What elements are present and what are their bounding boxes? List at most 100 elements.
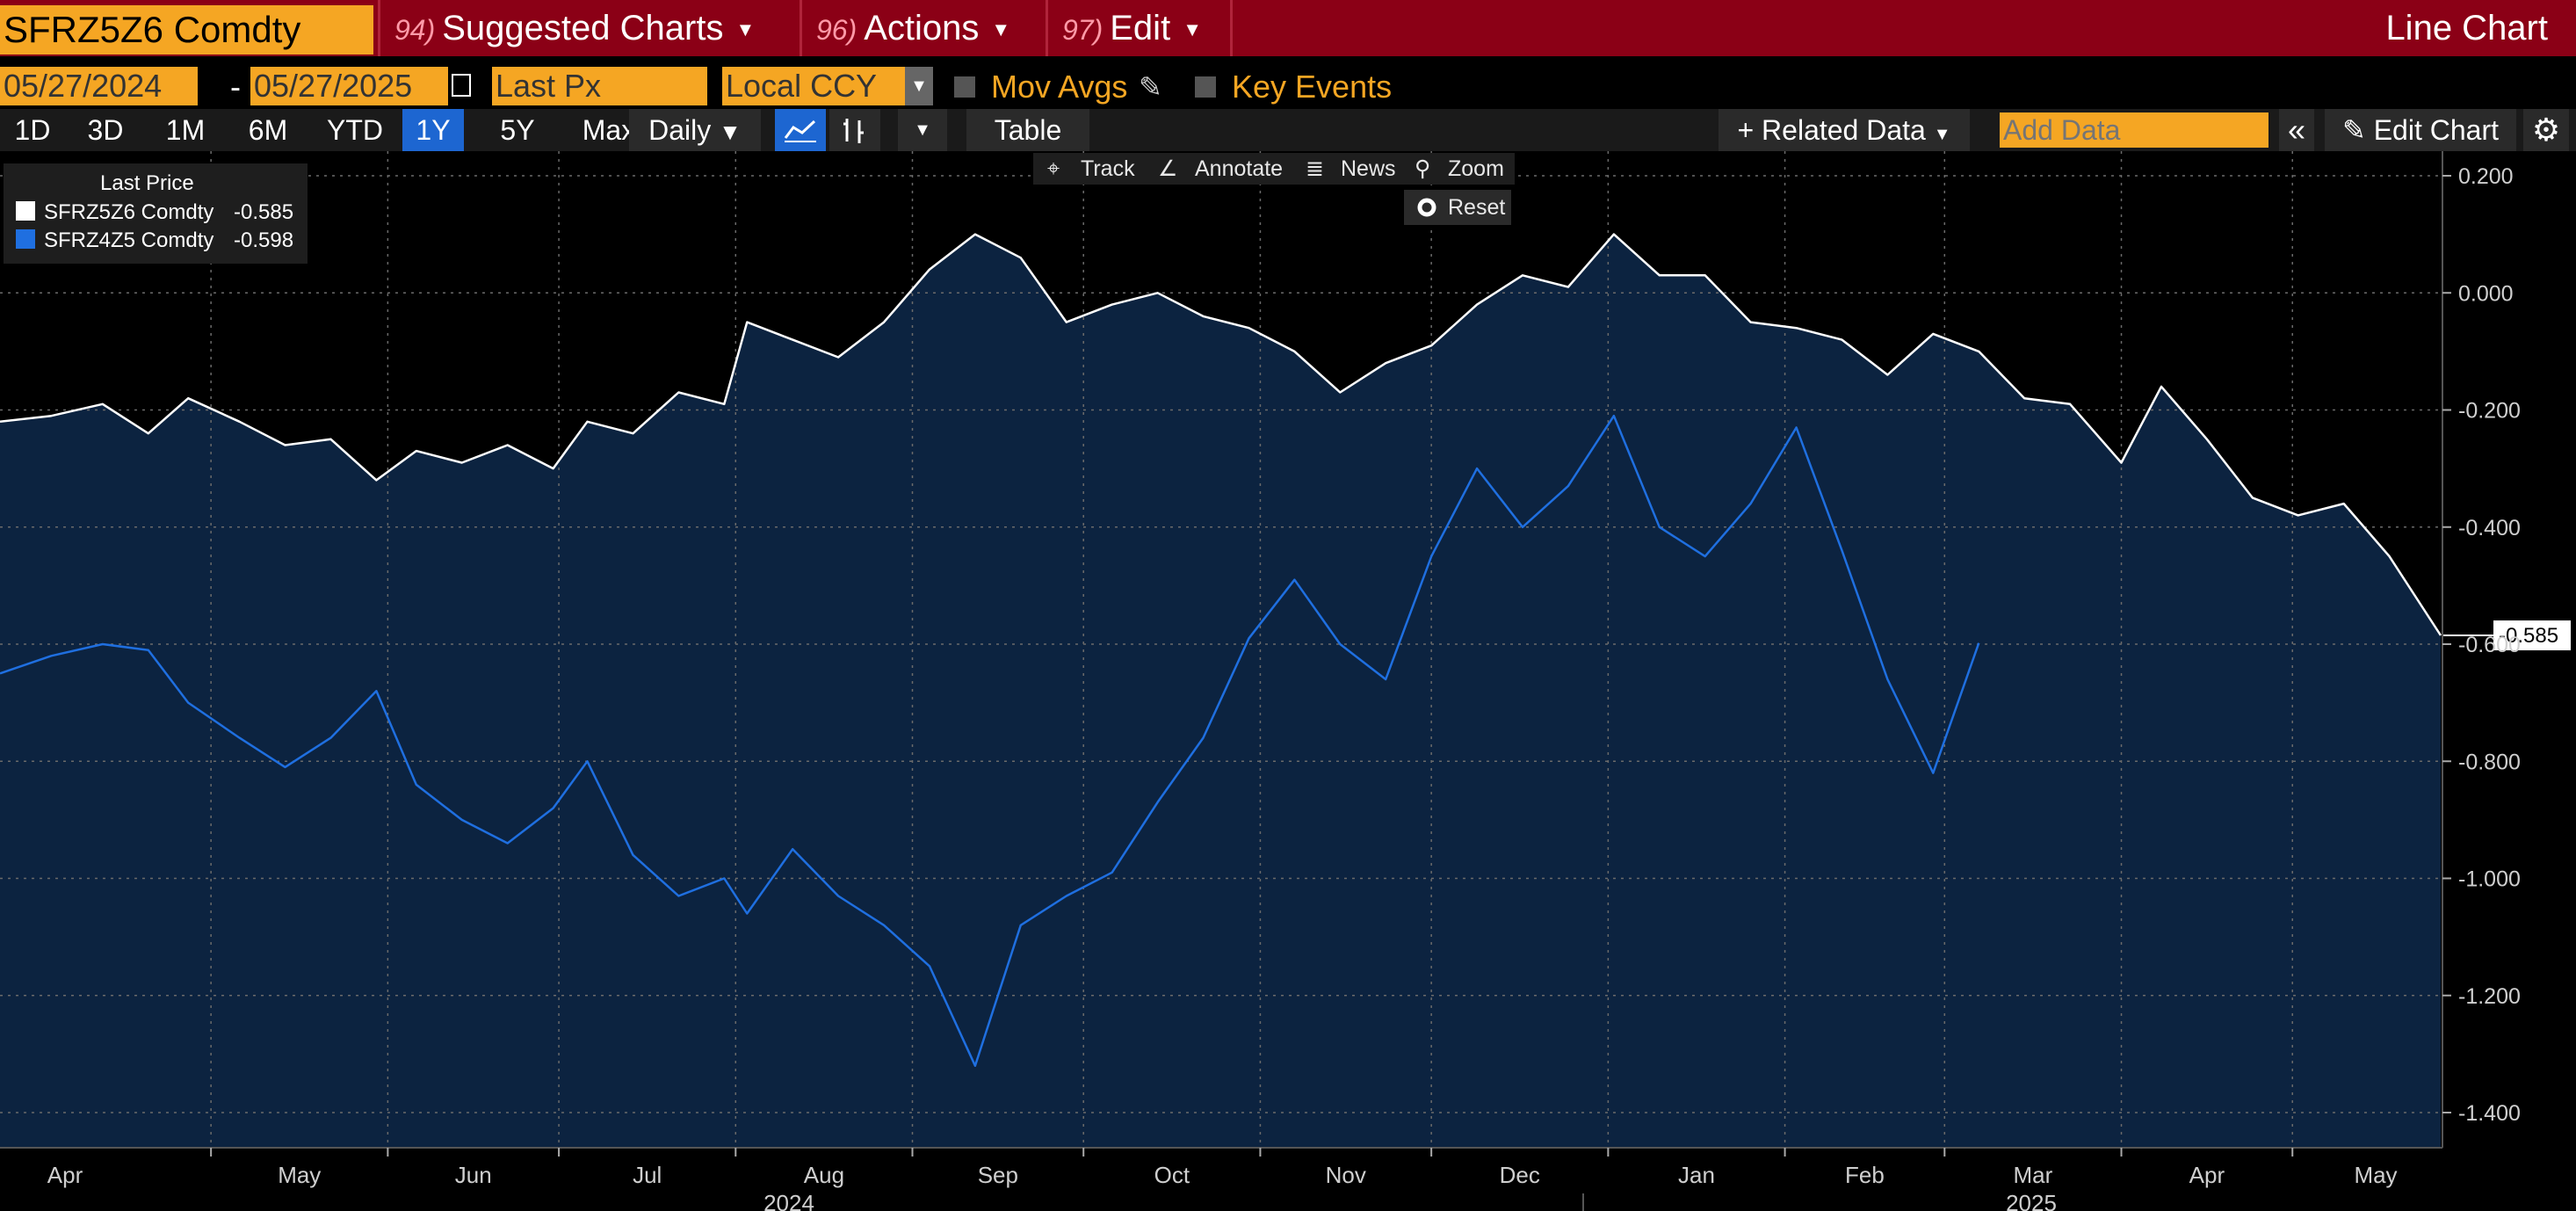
range-button-ytd[interactable]: YTD (327, 114, 383, 146)
key-events-checkbox[interactable] (1195, 76, 1216, 98)
x-month-label: Jan (1678, 1162, 1715, 1188)
y-tick-label: -0.200 (2458, 399, 2521, 424)
table-button[interactable]: Table (966, 109, 1089, 151)
y-tick-label: 0.200 (2458, 164, 2514, 189)
annotate-tool[interactable]: Annotate (1195, 156, 1283, 181)
x-month-label: Dec (1500, 1162, 1540, 1188)
annotate-icon: ∠ (1158, 156, 1177, 181)
track-tool[interactable]: Track (1081, 156, 1135, 181)
legend-series-2-value: -0.598 (234, 228, 293, 252)
legend-box (4, 163, 308, 264)
range-button-6m[interactable]: 6M (248, 114, 288, 146)
actions-number: 96) (816, 14, 857, 46)
news-icon: ≣ (1306, 156, 1324, 181)
news-tool[interactable]: News (1341, 156, 1396, 181)
series-1-area (0, 234, 2441, 1149)
area-fill (0, 234, 2441, 1149)
chevron-down-icon[interactable]: ▼ (905, 67, 933, 105)
key-events-label: Key Events (1232, 69, 1393, 105)
chevron-down-icon: ▼ (735, 18, 756, 41)
y-tick-label: -1.200 (2458, 984, 2521, 1009)
zoom-tool[interactable]: Zoom (1448, 156, 1504, 181)
tools-bar (1033, 153, 1515, 185)
x-month-label: Jul (633, 1162, 662, 1188)
x-month-label: Jun (455, 1162, 492, 1188)
x-month-label: Sep (978, 1162, 1018, 1188)
range-button-max[interactable]: Max (582, 114, 636, 146)
x-month-label: Feb (1845, 1162, 1885, 1188)
menu-divider (1230, 0, 1247, 56)
legend-swatch-2 (16, 229, 35, 249)
x-tick-labels: Apr May Jun Jul Aug Sep Oct Nov Dec Jan Feb Mar Apr M… (47, 1148, 2398, 1211)
add-data-input[interactable] (2000, 112, 2268, 148)
price-line-chart[interactable]: Last Price SFRZ5Z6 Comdty -0.585 SFRZ4Z5… (0, 151, 2576, 1211)
chevron-down-icon: ▼ (719, 119, 742, 145)
chevron-down-icon: ▼ (1933, 125, 1951, 144)
reset-icon (1417, 198, 1436, 217)
edit-label: Edit (1110, 9, 1171, 47)
y-tick-label: 0.000 (2458, 281, 2514, 306)
gear-icon[interactable]: ⚙ (2523, 109, 2569, 151)
chevron-down-icon[interactable]: ▼ (898, 109, 947, 151)
range-button-3d[interactable]: 3D (87, 114, 124, 146)
reset-label: Reset (1448, 195, 1505, 220)
y-tick-label: -0.800 (2458, 750, 2521, 774)
crosshair-icon: ⌖ (1047, 156, 1060, 181)
y-tick-label: -1.000 (2458, 867, 2521, 892)
plus-icon: + (1737, 114, 1755, 146)
suggested-charts-menu[interactable]: 94) Suggested Charts ▼ (378, 0, 800, 56)
function-bar: SFRZ5Z6 Comdty 94) Suggested Charts ▼ 96) A… (0, 0, 2576, 56)
range-button-5y[interactable]: 5Y (500, 114, 535, 146)
x-month-label: Aug (804, 1162, 844, 1188)
actions-label: Actions (864, 9, 980, 47)
last-price-value: -0.585 (2499, 624, 2558, 648)
pencil-icon[interactable]: ✎ (1139, 71, 1162, 103)
suggested-charts-number: 94) (394, 14, 436, 46)
related-data-menu[interactable]: + Related Data ▼ (1719, 109, 1970, 151)
edit-menu[interactable]: 97) Edit ▼ (1046, 0, 1230, 56)
edit-chart-label: Edit Chart (2373, 114, 2499, 146)
legend-swatch-1 (16, 201, 35, 221)
x-year-label: 2025 (2006, 1190, 2057, 1211)
calendar-icon[interactable] (200, 74, 220, 97)
x-month-label: Oct (1154, 1162, 1190, 1188)
mov-avgs-checkbox[interactable] (954, 76, 975, 98)
chevron-down-icon: ▼ (991, 18, 1011, 41)
y-tick-label: -0.600 (2458, 633, 2521, 657)
edit-chart-button[interactable]: ✎ Edit Chart (2325, 109, 2516, 151)
end-date-field[interactable]: 05/27/2025 (250, 67, 448, 105)
x-month-label: Mar (2014, 1162, 2053, 1188)
security-ticker-field[interactable]: SFRZ5Z6 Comdty (0, 5, 373, 54)
frequency-selector[interactable]: Daily ▼ (629, 109, 761, 151)
start-date-field[interactable]: 05/27/2024 (0, 67, 198, 105)
bar-chart-icon[interactable] (829, 109, 880, 151)
zoom-icon: ⚲ (1415, 156, 1430, 181)
related-data-label: Related Data (1762, 114, 1926, 146)
legend: Last Price SFRZ5Z6 Comdty -0.585 SFRZ4Z5… (4, 163, 308, 264)
series-lines (0, 233, 2493, 1067)
range-button-1d[interactable]: 1D (14, 114, 51, 146)
date-range-dash: - (230, 69, 241, 105)
x-month-label: Apr (2189, 1162, 2225, 1188)
chevron-down-icon: ▼ (1183, 18, 1202, 41)
collapse-left-icon[interactable]: « (2279, 109, 2314, 151)
currency-selector[interactable]: Local CCY (722, 67, 933, 105)
last-price-tag: -0.585 (2493, 620, 2571, 651)
axes (0, 151, 2443, 1149)
date-field-row: 05/27/2024 - 05/27/2025 Last Px Local CC… (0, 65, 2576, 109)
actions-menu[interactable]: 96) Actions ▼ (800, 0, 1046, 56)
line-chart-icon[interactable] (775, 109, 826, 151)
range-button-1m[interactable]: 1M (165, 114, 206, 146)
range-button-1y[interactable]: 1Y (402, 109, 464, 151)
range-toolbar: 1D 3D 1M 6M YTD 1Y 5Y Max Daily ▼ ▼ Table + Rel… (0, 109, 2576, 151)
series-line-1 (0, 233, 2442, 636)
legend-series-1-value: -0.585 (234, 200, 293, 224)
field-selector[interactable]: Last Px (492, 67, 707, 105)
x-month-label: May (2354, 1162, 2397, 1188)
legend-title: Last Price (100, 171, 194, 195)
x-month-label: Nov (1326, 1162, 1366, 1188)
suggested-charts-label: Suggested Charts (442, 9, 724, 47)
chart-tools: ⌖ Track ∠ Annotate ≣ News ⚲ Zoom Reset (1033, 153, 1515, 225)
calendar-icon[interactable] (452, 74, 471, 97)
legend-series-1-name: SFRZ5Z6 Comdty (44, 200, 213, 224)
